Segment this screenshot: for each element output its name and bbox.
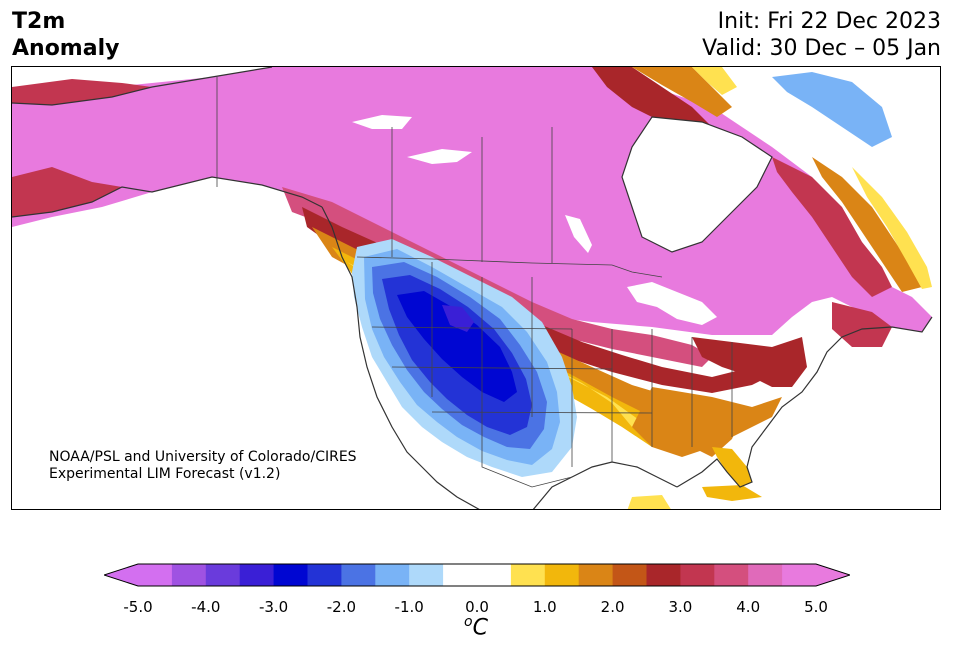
cold-anomaly-deep [397, 291, 517, 402]
colorbar-bin [171, 564, 207, 586]
southeast-orange-region [632, 387, 782, 457]
colorbar-bin [443, 564, 478, 586]
hudson-bay-water [622, 117, 772, 252]
colorbar-tick-label: 0.0 [465, 598, 489, 616]
colorbar-tick-label: 2.0 [600, 598, 625, 616]
cold-anomaly-violet [442, 305, 474, 332]
colorbar-tick-label: 1.0 [532, 598, 557, 616]
anomaly-map-svg [12, 67, 940, 509]
colorbar-bins [138, 564, 817, 586]
colorbar-bin [409, 564, 444, 586]
title-line-anomaly: Anomaly [12, 36, 120, 61]
colorbar-bin [612, 564, 647, 586]
colorbar-bin [646, 564, 681, 586]
colorbar-tick-label: 4.0 [736, 598, 761, 616]
init-date: Init: Fri 22 Dec 2023 [717, 9, 941, 34]
unit-symbol: C [472, 615, 488, 641]
colorbar-tick-label: 5.0 [804, 598, 828, 616]
colorbar-tick-label: -2.0 [326, 598, 357, 616]
colorbar-extend-low [104, 564, 138, 586]
colorbar-extend-high [816, 564, 850, 586]
colorbar-bin [578, 564, 614, 586]
valid-range: Valid: 30 Dec – 05 Jan [702, 36, 941, 61]
colorbar-bin [477, 564, 512, 586]
colorbar-bin [680, 564, 715, 586]
maritimes-red [832, 302, 892, 347]
unit-degree-mark: o [464, 614, 473, 630]
colorbar-bin [375, 564, 410, 586]
colorbar-bin [205, 564, 241, 586]
title-line-variable: T2m [12, 9, 66, 34]
caribbean-yellow [627, 495, 671, 509]
arctic-yellow-band [692, 67, 737, 95]
colorbar-tick-label: -3.0 [258, 598, 289, 616]
pacific-nw-band-rose [282, 187, 712, 367]
great-lakes-water [627, 282, 717, 325]
cuba-gold [702, 485, 762, 501]
labrador-orange [812, 157, 922, 292]
alaska-north-band [12, 79, 152, 105]
forecast-dates: Init: Fri 22 Dec 2023 Valid: 30 Dec – 05… [702, 8, 941, 62]
colorbar-tick-label: -1.0 [394, 598, 424, 616]
colorbar-bin [714, 564, 749, 586]
labrador-crimson [772, 157, 892, 297]
colorbar-unit: oC [464, 614, 488, 640]
colorbar-bin [273, 564, 308, 586]
colorbar-outline [104, 563, 850, 587]
lake-winnipeg [565, 215, 592, 253]
credit-line-2: Experimental LIM Forecast (v1.2) [49, 466, 281, 482]
chart-title: T2m Anomaly [12, 8, 119, 62]
florida-gold [712, 447, 752, 487]
credit-text: NOAA/PSL and University of Colorado/CIRE… [49, 449, 357, 483]
colorbar-bin [307, 564, 342, 586]
colorbar-tick-label: -5.0 [123, 598, 153, 616]
colorbar-bin [544, 564, 580, 586]
colorbar-tick-label: -4.0 [191, 598, 221, 616]
east-coast-red [692, 337, 807, 387]
colorbar-tick-label: 3.0 [668, 598, 693, 616]
colorbar-bin [748, 564, 783, 586]
arctic-light-blue [772, 72, 892, 147]
coastlines [12, 67, 933, 509]
colorbar-bin [510, 564, 546, 586]
pacific-nw-band-red [302, 207, 772, 393]
colorbar-bin [341, 564, 376, 586]
great-slave-lake [407, 149, 472, 164]
colorbar-bin [138, 564, 173, 586]
colorbar-bin [239, 564, 275, 586]
credit-line-1: NOAA/PSL and University of Colorado/CIRE… [49, 449, 357, 465]
colorbar-bin [782, 564, 817, 586]
labrador-yellow [852, 167, 932, 289]
colorbar [104, 563, 850, 587]
great-bear-lake [352, 115, 412, 129]
arctic-orange-band [632, 67, 732, 117]
political-borders [216, 77, 733, 488]
anomaly-map [11, 66, 941, 510]
alaska-warm-band [12, 167, 122, 217]
